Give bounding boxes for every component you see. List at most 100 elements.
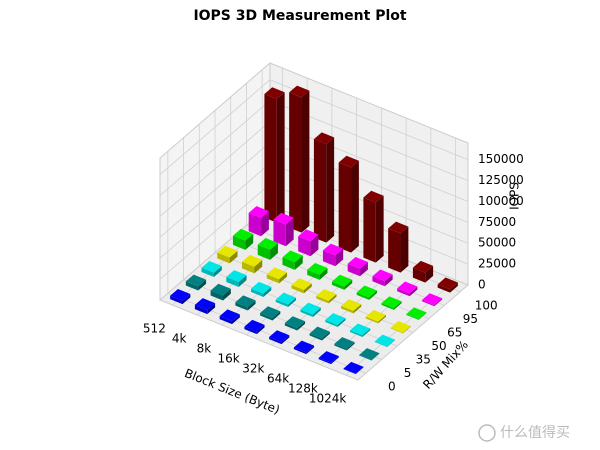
bar-top — [275, 292, 297, 305]
bar-side — [434, 298, 443, 307]
bar-front — [322, 250, 336, 267]
y-tick-label: 5 — [404, 366, 412, 380]
bar-front — [388, 228, 401, 273]
bar-top — [307, 263, 328, 275]
bar — [260, 306, 281, 321]
bar-side — [247, 300, 256, 311]
bar-side — [310, 234, 319, 257]
bar-front — [232, 235, 246, 250]
bar-side — [425, 265, 434, 283]
bar-top — [242, 254, 263, 267]
x-tick-label: 128k — [288, 382, 318, 396]
bar — [309, 326, 330, 341]
bar-top — [338, 155, 359, 168]
watermark: 什么值得买 — [500, 424, 570, 441]
bar-top — [273, 212, 294, 225]
bar-side — [337, 318, 346, 327]
bar-side — [285, 217, 294, 247]
bar-top — [437, 277, 458, 290]
bar-side — [387, 339, 396, 347]
bar-front — [350, 330, 363, 337]
bar-front — [343, 368, 356, 375]
bar — [388, 221, 409, 273]
bar — [334, 337, 355, 351]
bar-side — [393, 301, 402, 310]
bar-top — [341, 299, 362, 311]
z-axis-label: IOPS — [508, 182, 522, 210]
left-grid-line — [159, 183, 271, 280]
bar-front — [264, 94, 277, 223]
bar-top — [264, 87, 285, 100]
bar-side — [384, 274, 393, 287]
bar-side — [306, 345, 315, 355]
bar — [300, 302, 321, 317]
x-tick-label: 4k — [172, 332, 187, 346]
bar-front — [284, 323, 298, 331]
bar-top — [300, 302, 321, 315]
bar-side — [409, 286, 418, 297]
bar — [325, 313, 346, 327]
bar-top — [235, 295, 256, 308]
bar-top — [194, 298, 216, 310]
bar — [242, 254, 263, 274]
bar-side — [319, 268, 328, 280]
bar-side — [231, 314, 240, 325]
bar-front — [325, 319, 338, 327]
bar — [363, 190, 384, 263]
bar — [226, 270, 247, 287]
bar-top — [365, 309, 386, 322]
bar-side — [335, 248, 344, 267]
bar — [298, 229, 319, 257]
bar-front — [248, 212, 262, 237]
bar — [381, 296, 402, 310]
x-tick-label: 512 — [143, 322, 166, 336]
bar-top — [244, 319, 265, 332]
left-grid-line — [159, 121, 271, 217]
bar-front — [318, 357, 331, 365]
bar — [359, 348, 380, 361]
bar-front — [257, 244, 271, 260]
bar-top — [343, 361, 364, 374]
bar-side — [353, 304, 362, 314]
bar-front — [365, 316, 379, 324]
bar-front — [251, 288, 264, 297]
bar-front — [316, 295, 329, 304]
bar-front — [226, 276, 239, 287]
bar-front — [217, 252, 230, 264]
bar-top — [397, 281, 418, 294]
bar — [421, 293, 443, 307]
bar-front — [298, 236, 311, 257]
bar-side — [222, 288, 231, 301]
bar-side — [207, 303, 216, 315]
bar — [185, 274, 207, 291]
bar-side — [312, 307, 321, 317]
bar-side — [351, 160, 359, 253]
x-tick-label: 32k — [242, 362, 264, 376]
bar — [350, 323, 371, 337]
bar-front — [437, 284, 451, 293]
bar-top — [217, 245, 238, 258]
bar-side — [294, 255, 303, 270]
bar-side — [402, 326, 411, 334]
bar — [217, 245, 238, 264]
y-tick-label: 50 — [431, 339, 446, 353]
bar-top — [226, 270, 247, 282]
bar — [282, 250, 303, 270]
bar-side — [450, 282, 458, 293]
bar-top — [309, 326, 330, 339]
bar-top — [318, 351, 339, 363]
bar-top — [412, 260, 434, 273]
bar — [232, 228, 254, 250]
bar-side — [400, 226, 409, 273]
bar-front — [244, 326, 257, 335]
bar-side — [369, 290, 377, 300]
bar-top — [390, 321, 411, 333]
bar — [170, 288, 191, 305]
bar-top — [406, 307, 427, 320]
bar-front — [307, 269, 320, 280]
bar — [201, 261, 222, 277]
watermark-icon — [478, 424, 496, 442]
bar-side — [297, 321, 306, 331]
bar-side — [418, 312, 427, 320]
bar-side — [330, 356, 339, 365]
